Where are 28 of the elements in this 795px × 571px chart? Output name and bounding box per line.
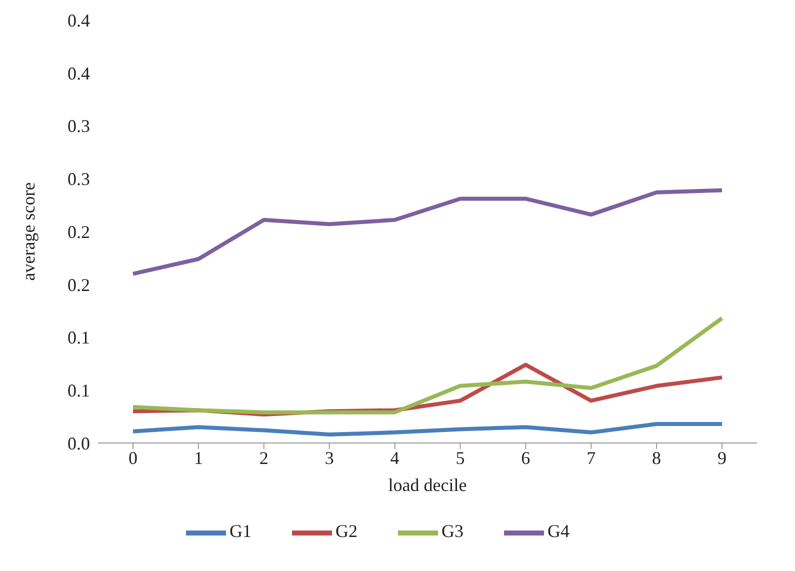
- y-tick-label: 0.1: [68, 328, 90, 348]
- x-tick-label: 9: [718, 448, 726, 468]
- y-tick-label: 0.1: [68, 380, 90, 401]
- x-tick-label: 6: [521, 448, 530, 468]
- x-tick-label: 1: [194, 448, 203, 468]
- y-tick-label: 0.3: [68, 169, 90, 190]
- x-tick-label: 2: [259, 448, 268, 468]
- y-axis-title: average score: [18, 182, 38, 281]
- x-tick-label: 0: [128, 448, 138, 468]
- line-series: [131, 422, 724, 437]
- x-tick-label: 4: [390, 448, 400, 468]
- y-tick-label: 0.3: [68, 116, 90, 136]
- y-tick-label: 0.0: [68, 433, 90, 454]
- x-tick-label: 5: [456, 448, 465, 468]
- y-tick-label: 0.2: [68, 274, 90, 295]
- x-tick-label: 7: [586, 448, 596, 468]
- legend-label: G4: [548, 521, 570, 542]
- y-tick-label: 0.4: [68, 63, 90, 84]
- x-tick-label: 8: [652, 448, 662, 468]
- legend-label: G1: [230, 521, 252, 542]
- y-tick-label: 0.2: [68, 222, 90, 242]
- x-axis-title: load decile: [388, 475, 467, 495]
- legend-label: G2: [336, 521, 358, 542]
- line-series: [131, 316, 724, 414]
- y-tick-label: 0.4: [68, 10, 90, 30]
- x-tick-label: 3: [324, 448, 334, 468]
- legend-label: G3: [442, 521, 464, 542]
- line-series: [131, 188, 724, 276]
